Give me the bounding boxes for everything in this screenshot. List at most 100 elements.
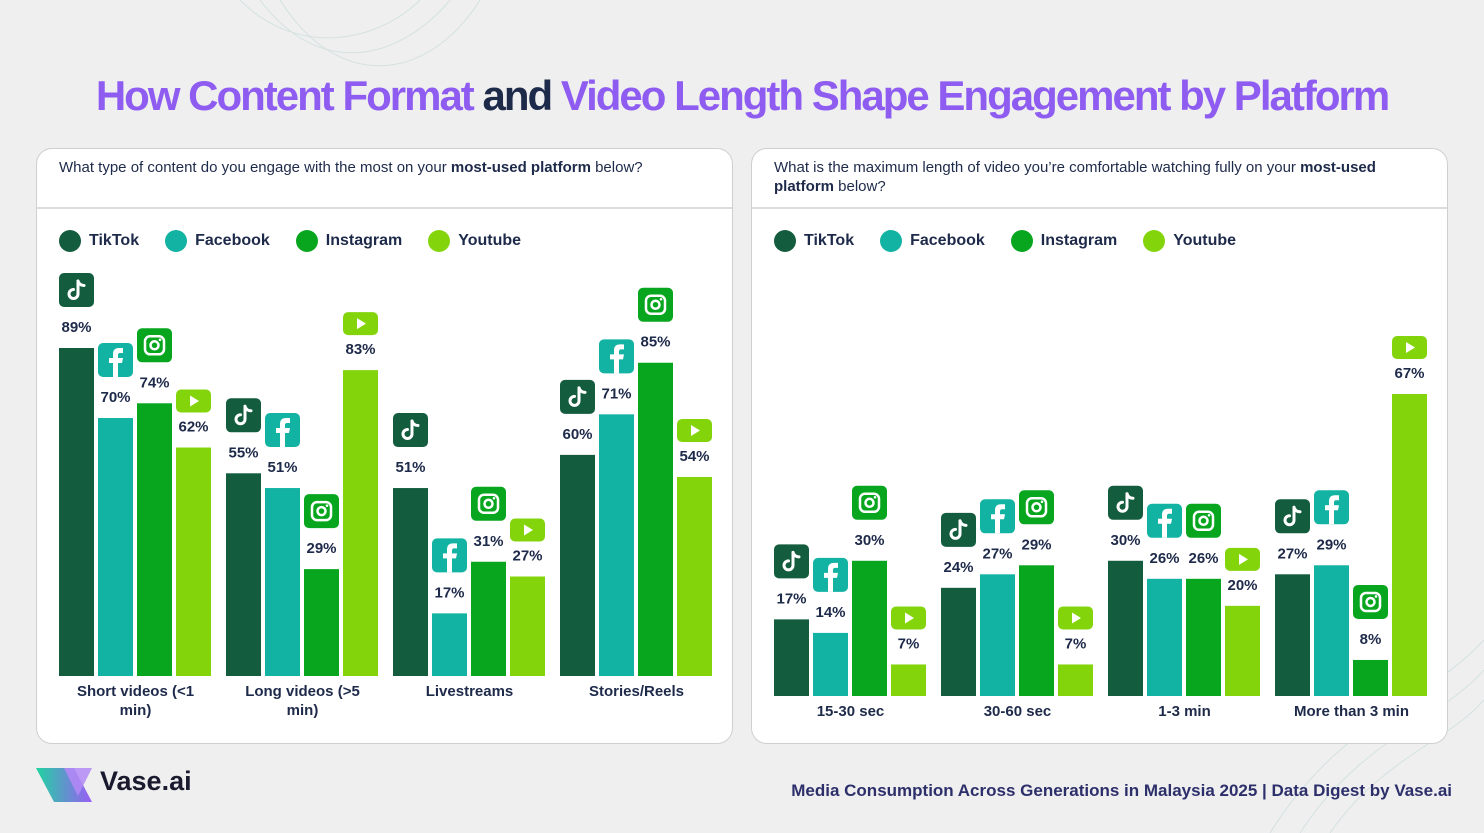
question-emphasis: most-used platform [450, 159, 591, 176]
platform-icon [176, 389, 211, 413]
value-label: 27% [1277, 545, 1307, 562]
icon-glyph [791, 550, 801, 559]
icon-glyph [143, 335, 166, 356]
bar [304, 569, 339, 676]
platform-icon [677, 418, 712, 442]
bar [1186, 578, 1221, 696]
icon-bg [1186, 503, 1221, 538]
legend-item: TikTok [774, 230, 854, 252]
question: What type of content do you engage with … [37, 149, 732, 209]
platform-icon [891, 606, 926, 630]
icon-bg [1019, 490, 1054, 525]
category-label: Stories/Reels [588, 683, 685, 700]
bar [941, 587, 976, 696]
legend: TikTok Facebook Instagram Youtube [59, 230, 521, 252]
bar [1314, 565, 1349, 696]
question-emphasis: most-used platform [774, 159, 1376, 195]
category-label: Long videos (>5 min) [245, 683, 360, 719]
platform-icon [1314, 490, 1349, 525]
bar [471, 561, 506, 676]
icon-glyph [610, 344, 624, 374]
icon-glyph [1192, 510, 1215, 532]
value-label: 30% [854, 532, 884, 549]
icon-glyph [316, 505, 327, 517]
legend-item: Youtube [428, 230, 521, 252]
legend-swatch [428, 230, 451, 252]
icon-glyph [1359, 591, 1382, 613]
bar [599, 414, 634, 676]
platform-icon [980, 499, 1015, 534]
value-label: 30% [1110, 532, 1140, 549]
category-label: Short videos (<1 min) [76, 683, 195, 719]
question: What is the maximum length of video you’… [752, 149, 1447, 209]
icon-glyph [524, 524, 533, 536]
value-label: 17% [434, 584, 464, 601]
icon-glyph [1116, 492, 1129, 513]
platform-icon [560, 379, 595, 414]
icon-glyph [577, 386, 587, 394]
icon-glyph [650, 299, 661, 310]
bar [226, 473, 261, 676]
icon-glyph [1365, 596, 1376, 608]
icon-glyph [1158, 508, 1172, 538]
icon-glyph [1072, 612, 1081, 624]
platform-icon [226, 398, 261, 433]
icon-glyph [1325, 495, 1339, 525]
icon-glyph [824, 562, 838, 592]
platform-icon [137, 328, 172, 363]
bar [432, 613, 467, 676]
bar [1147, 578, 1182, 696]
value-label: 7% [1065, 635, 1087, 652]
value-label: 67% [1394, 365, 1424, 382]
value-label: 27% [512, 547, 542, 564]
platform-icon [343, 312, 378, 336]
bar [560, 454, 595, 676]
bar [1392, 394, 1427, 696]
icon-glyph [659, 297, 663, 301]
bar [176, 447, 211, 676]
icon-glyph [483, 498, 494, 510]
icon-bg [471, 486, 506, 521]
value-label: 29% [1316, 536, 1346, 553]
legend-label: Youtube [458, 232, 522, 249]
value-label: 7% [898, 635, 920, 652]
legend-label: Youtube [1173, 232, 1237, 249]
legend-item: Facebook [165, 230, 270, 252]
value-label: 54% [679, 448, 709, 465]
icon-glyph [1207, 514, 1211, 517]
brand: Vase.ai [100, 766, 192, 796]
legend-item: Instagram [1010, 230, 1117, 252]
icon-glyph [492, 496, 496, 500]
icon-glyph [949, 519, 962, 540]
icon-glyph [873, 495, 877, 499]
legend-item: TikTok [59, 230, 139, 252]
icon-glyph [858, 492, 881, 514]
icon-glyph [1198, 515, 1209, 527]
question-text: below? [590, 159, 643, 176]
icon-glyph [76, 279, 86, 287]
platform-icon [1275, 499, 1310, 534]
platform-icon [774, 544, 809, 579]
icon-glyph [1125, 492, 1135, 500]
value-label: 31% [473, 533, 503, 550]
platform-icon [599, 339, 634, 374]
value-label: 71% [601, 385, 631, 402]
value-label: 70% [100, 389, 130, 406]
bar [891, 664, 926, 696]
icon-glyph [109, 348, 123, 378]
bar [852, 560, 887, 696]
icon-bg [137, 328, 172, 363]
value-label: 29% [1021, 536, 1051, 553]
legend-label: TikTok [89, 232, 140, 249]
icon-glyph [325, 504, 329, 507]
icon-glyph [991, 504, 1005, 534]
legend: TikTok Facebook Instagram Youtube [774, 230, 1236, 252]
chart-panel: What type of content do you engage with … [36, 148, 733, 744]
icon-bg [638, 287, 673, 322]
icon-glyph [234, 404, 247, 426]
icon-glyph [864, 497, 875, 509]
bar [265, 488, 300, 676]
title-part: Video Length Shape Engagement by Platfor… [560, 72, 1390, 119]
bar [980, 574, 1015, 696]
